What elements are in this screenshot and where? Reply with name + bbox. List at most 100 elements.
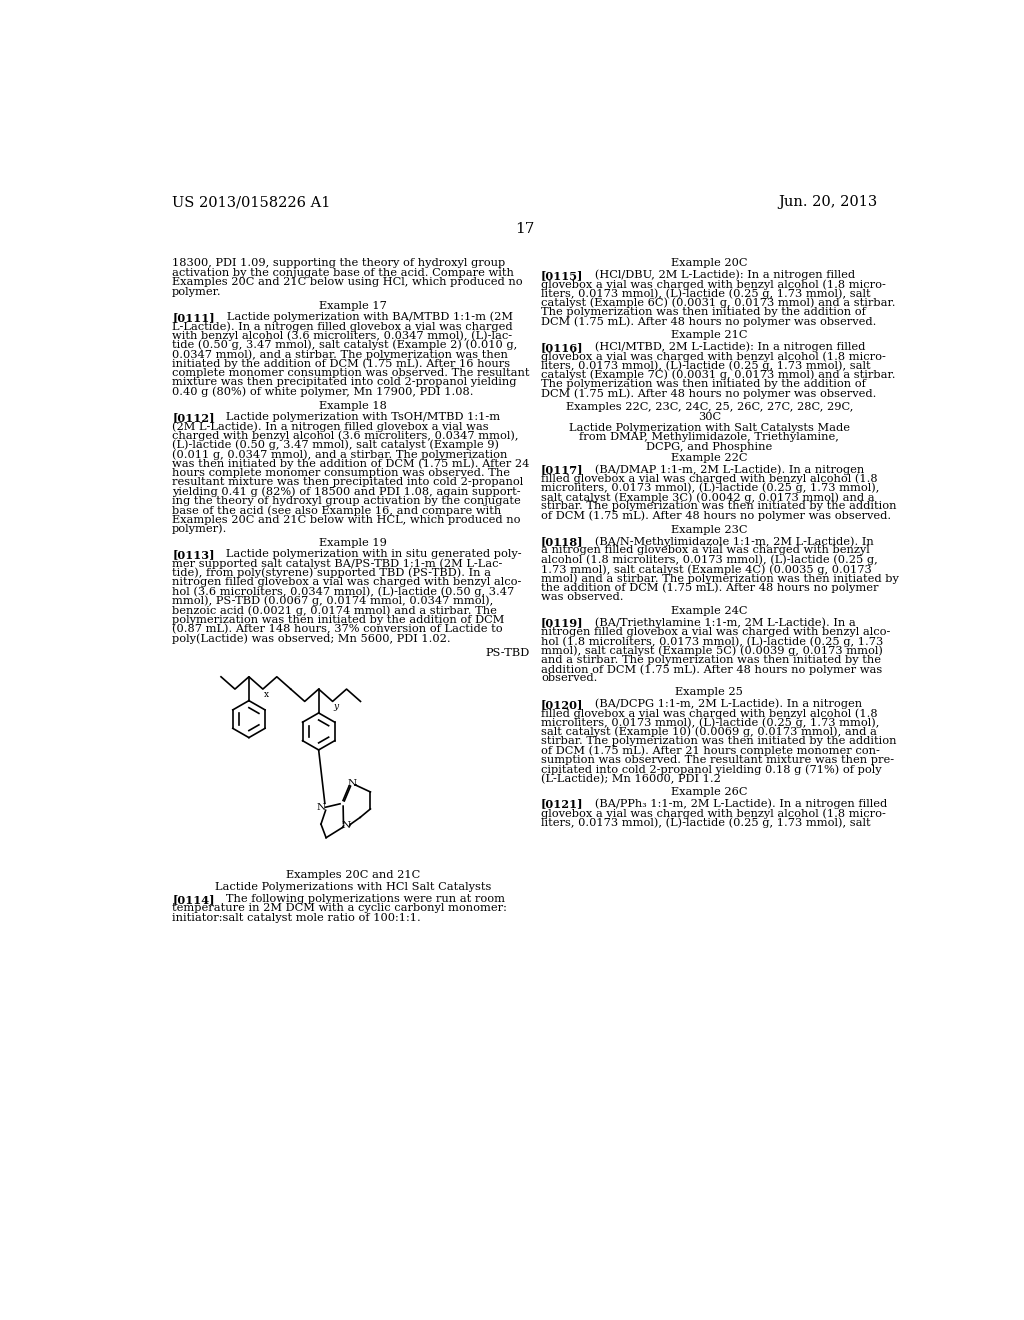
Text: (BA/Triethylamine 1:1-m, 2M L-Lactide). In a: (BA/Triethylamine 1:1-m, 2M L-Lactide). … bbox=[585, 618, 856, 628]
Text: DCPG, and Phosphine: DCPG, and Phosphine bbox=[646, 442, 772, 451]
Text: N: N bbox=[342, 821, 351, 830]
Text: benzoic acid (0.0021 g, 0.0174 mmol) and a stirbar. The: benzoic acid (0.0021 g, 0.0174 mmol) and… bbox=[172, 605, 497, 615]
Text: Example 18: Example 18 bbox=[318, 400, 387, 411]
Text: polymer.: polymer. bbox=[172, 286, 222, 297]
Text: The polymerization was then initiated by the addition of: The polymerization was then initiated by… bbox=[541, 379, 866, 389]
Text: microliters, 0.0173 mmol), (L)-lactide (0.25 g, 1.73 mmol),: microliters, 0.0173 mmol), (L)-lactide (… bbox=[541, 717, 880, 727]
Text: 17: 17 bbox=[515, 222, 535, 235]
Text: the addition of DCM (1.75 mL). After 48 hours no polymer: the addition of DCM (1.75 mL). After 48 … bbox=[541, 582, 879, 593]
Text: (HCl/MTBD, 2M L-Lactide): In a nitrogen filled: (HCl/MTBD, 2M L-Lactide): In a nitrogen … bbox=[585, 342, 865, 352]
Text: Example 24C: Example 24C bbox=[671, 606, 748, 616]
Text: (L-Lactide); Mn 16000, PDI 1.2: (L-Lactide); Mn 16000, PDI 1.2 bbox=[541, 774, 721, 784]
Text: (BA/DMAP 1:1-m, 2M L-Lactide). In a nitrogen: (BA/DMAP 1:1-m, 2M L-Lactide). In a nitr… bbox=[585, 465, 864, 475]
Text: [0114]: [0114] bbox=[172, 894, 215, 906]
Text: mmol), PS-TBD (0.0067 g, 0.0174 mmol, 0.0347 mmol),: mmol), PS-TBD (0.0067 g, 0.0174 mmol, 0.… bbox=[172, 595, 494, 606]
Text: [0116]: [0116] bbox=[541, 342, 584, 352]
Text: Lactide polymerization with BA/MTBD 1:1-m (2M: Lactide polymerization with BA/MTBD 1:1-… bbox=[216, 312, 513, 322]
Text: (L)-lactide (0.50 g, 3.47 mmol), salt catalyst (Example 9): (L)-lactide (0.50 g, 3.47 mmol), salt ca… bbox=[172, 440, 499, 450]
Text: [0118]: [0118] bbox=[541, 536, 584, 546]
Text: Examples 20C and 21C below with HCL, which produced no: Examples 20C and 21C below with HCL, whi… bbox=[172, 515, 520, 524]
Text: initiator:salt catalyst mole ratio of 100:1:1.: initiator:salt catalyst mole ratio of 10… bbox=[172, 912, 421, 923]
Text: sumption was observed. The resultant mixture was then pre-: sumption was observed. The resultant mix… bbox=[541, 755, 894, 764]
Text: liters, 0.0173 mmol), (L)-lactide (0.25 g, 1.73 mmol), salt: liters, 0.0173 mmol), (L)-lactide (0.25 … bbox=[541, 288, 870, 298]
Text: glovebox a vial was charged with benzyl alcohol (1.8 micro-: glovebox a vial was charged with benzyl … bbox=[541, 808, 886, 818]
Text: alcohol (1.8 microliters, 0.0173 mmol), (L)-lactide (0.25 g,: alcohol (1.8 microliters, 0.0173 mmol), … bbox=[541, 554, 878, 565]
Text: Example 17: Example 17 bbox=[318, 301, 387, 310]
Text: liters, 0.0173 mmol), (L)-lactide (0.25 g, 1.73 mmol), salt: liters, 0.0173 mmol), (L)-lactide (0.25 … bbox=[541, 360, 870, 371]
Text: polymer).: polymer). bbox=[172, 524, 227, 535]
Text: filled glovebox a vial was charged with benzyl alcohol (1.8: filled glovebox a vial was charged with … bbox=[541, 474, 878, 484]
Text: activation by the conjugate base of the acid. Compare with: activation by the conjugate base of the … bbox=[172, 268, 514, 277]
Text: [0120]: [0120] bbox=[541, 698, 584, 710]
Text: from DMAP, Methylimidazole, Triethylamine,: from DMAP, Methylimidazole, Triethylamin… bbox=[580, 433, 840, 442]
Text: (0.011 g, 0.0347 mmol), and a stirbar. The polymerization: (0.011 g, 0.0347 mmol), and a stirbar. T… bbox=[172, 449, 508, 459]
Text: Lactide Polymerizations with HCl Salt Catalysts: Lactide Polymerizations with HCl Salt Ca… bbox=[215, 882, 490, 892]
Text: [0111]: [0111] bbox=[172, 312, 215, 323]
Text: (BA/PPh₃ 1:1-m, 2M L-Lactide). In a nitrogen filled: (BA/PPh₃ 1:1-m, 2M L-Lactide). In a nitr… bbox=[585, 799, 888, 809]
Text: of DCM (1.75 mL). After 48 hours no polymer was observed.: of DCM (1.75 mL). After 48 hours no poly… bbox=[541, 511, 891, 521]
Text: liters, 0.0173 mmol), (L)-lactide (0.25 g, 1.73 mmol), salt: liters, 0.0173 mmol), (L)-lactide (0.25 … bbox=[541, 817, 870, 828]
Text: Examples 22C, 23C, 24C, 25, 26C, 27C, 28C, 29C,: Examples 22C, 23C, 24C, 25, 26C, 27C, 28… bbox=[565, 403, 853, 412]
Text: addition of DCM (1.75 mL). After 48 hours no polymer was: addition of DCM (1.75 mL). After 48 hour… bbox=[541, 664, 883, 675]
Text: polymerization was then initiated by the addition of DCM: polymerization was then initiated by the… bbox=[172, 615, 505, 624]
Text: Jun. 20, 2013: Jun. 20, 2013 bbox=[778, 195, 878, 210]
Text: tide), from poly(styrene) supported TBD (PS-TBD). In a: tide), from poly(styrene) supported TBD … bbox=[172, 568, 492, 578]
Text: (HCl/DBU, 2M L-Lactide): In a nitrogen filled: (HCl/DBU, 2M L-Lactide): In a nitrogen f… bbox=[585, 269, 855, 280]
Text: base of the acid (see also Example 16, and compare with: base of the acid (see also Example 16, a… bbox=[172, 506, 502, 516]
Text: L-Lactide). In a nitrogen filled glovebox a vial was charged: L-Lactide). In a nitrogen filled glovebo… bbox=[172, 321, 513, 331]
Text: temperature in 2M DCM with a cyclic carbonyl monomer:: temperature in 2M DCM with a cyclic carb… bbox=[172, 903, 507, 913]
Text: complete monomer consumption was observed. The resultant: complete monomer consumption was observe… bbox=[172, 368, 529, 378]
Text: Lactide polymerization with in situ generated poly-: Lactide polymerization with in situ gene… bbox=[215, 549, 522, 560]
Text: nitrogen filled glovebox a vial was charged with benzyl alco-: nitrogen filled glovebox a vial was char… bbox=[172, 577, 521, 587]
Text: Example 23C: Example 23C bbox=[671, 525, 748, 535]
Text: Examples 20C and 21C: Examples 20C and 21C bbox=[286, 870, 420, 879]
Text: y: y bbox=[334, 702, 339, 711]
Text: catalyst (Example 7C) (0.0031 g, 0.0173 mmol) and a stirbar.: catalyst (Example 7C) (0.0031 g, 0.0173 … bbox=[541, 370, 896, 380]
Text: hol (3.6 microliters, 0.0347 mmol), (L)-lactide (0.50 g, 3.47: hol (3.6 microliters, 0.0347 mmol), (L)-… bbox=[172, 586, 514, 597]
Text: stirbar. The polymerization was then initiated by the addition: stirbar. The polymerization was then ini… bbox=[541, 502, 897, 511]
Text: N: N bbox=[316, 803, 326, 812]
Text: glovebox a vial was charged with benzyl alcohol (1.8 micro-: glovebox a vial was charged with benzyl … bbox=[541, 279, 886, 289]
Text: Lactide polymerization with TsOH/MTBD 1:1-m: Lactide polymerization with TsOH/MTBD 1:… bbox=[215, 412, 501, 422]
Text: was then initiated by the addition of DCM (1.75 mL). After 24: was then initiated by the addition of DC… bbox=[172, 458, 529, 469]
Text: salt catalyst (Example 10) (0.0069 g, 0.0173 mmol), and a: salt catalyst (Example 10) (0.0069 g, 0.… bbox=[541, 727, 877, 738]
Text: salt catalyst (Example 3C) (0.0042 g, 0.0173 mmol) and a: salt catalyst (Example 3C) (0.0042 g, 0.… bbox=[541, 492, 874, 503]
Text: (0.87 mL). After 148 hours, 37% conversion of Lactide to: (0.87 mL). After 148 hours, 37% conversi… bbox=[172, 624, 503, 634]
Text: (BA/N-Methylimidazole 1:1-m, 2M L-Lactide). In: (BA/N-Methylimidazole 1:1-m, 2M L-Lactid… bbox=[585, 536, 874, 546]
Text: ing the theory of hydroxyl group activation by the conjugate: ing the theory of hydroxyl group activat… bbox=[172, 496, 521, 506]
Text: microliters, 0.0173 mmol), (L)-lactide (0.25 g, 1.73 mmol),: microliters, 0.0173 mmol), (L)-lactide (… bbox=[541, 483, 880, 494]
Text: US 2013/0158226 A1: US 2013/0158226 A1 bbox=[172, 195, 331, 210]
Text: with benzyl alcohol (3.6 microliters, 0.0347 mmol), (L)-lac-: with benzyl alcohol (3.6 microliters, 0.… bbox=[172, 330, 512, 341]
Text: hol (1.8 microliters, 0.0173 mmol), (L)-lactide (0.25 g, 1.73: hol (1.8 microliters, 0.0173 mmol), (L)-… bbox=[541, 636, 884, 647]
Text: charged with benzyl alcohol (3.6 microliters, 0.0347 mmol),: charged with benzyl alcohol (3.6 microli… bbox=[172, 430, 519, 441]
Text: The polymerization was then initiated by the addition of: The polymerization was then initiated by… bbox=[541, 308, 866, 317]
Text: PS-TBD: PS-TBD bbox=[485, 648, 529, 659]
Text: observed.: observed. bbox=[541, 673, 597, 684]
Text: [0115]: [0115] bbox=[541, 269, 584, 281]
Text: The following polymerizations were run at room: The following polymerizations were run a… bbox=[215, 894, 506, 904]
Text: Example 22C: Example 22C bbox=[671, 453, 748, 463]
Text: [0121]: [0121] bbox=[541, 799, 584, 809]
Text: hours complete monomer consumption was observed. The: hours complete monomer consumption was o… bbox=[172, 467, 510, 478]
Text: N: N bbox=[347, 779, 356, 788]
Text: nitrogen filled glovebox a vial was charged with benzyl alco-: nitrogen filled glovebox a vial was char… bbox=[541, 627, 891, 636]
Text: x: x bbox=[263, 690, 268, 698]
Text: DCM (1.75 mL). After 48 hours no polymer was observed.: DCM (1.75 mL). After 48 hours no polymer… bbox=[541, 317, 877, 327]
Text: tide (0.50 g, 3.47 mmol), salt catalyst (Example 2) (0.010 g,: tide (0.50 g, 3.47 mmol), salt catalyst … bbox=[172, 339, 517, 350]
Text: initiated by the addition of DCM (1.75 mL). After 16 hours: initiated by the addition of DCM (1.75 m… bbox=[172, 359, 510, 370]
Text: glovebox a vial was charged with benzyl alcohol (1.8 micro-: glovebox a vial was charged with benzyl … bbox=[541, 351, 886, 362]
Text: Examples 20C and 21C below using HCl, which produced no: Examples 20C and 21C below using HCl, wh… bbox=[172, 277, 523, 288]
Text: Example 21C: Example 21C bbox=[671, 330, 748, 341]
Text: catalyst (Example 6C) (0.0031 g, 0.0173 mmol) and a stirbar.: catalyst (Example 6C) (0.0031 g, 0.0173 … bbox=[541, 298, 896, 309]
Text: 0.0347 mmol), and a stirbar. The polymerization was then: 0.0347 mmol), and a stirbar. The polymer… bbox=[172, 350, 508, 360]
Text: [0117]: [0117] bbox=[541, 465, 584, 475]
Text: of DCM (1.75 mL). After 21 hours complete monomer con-: of DCM (1.75 mL). After 21 hours complet… bbox=[541, 746, 880, 756]
Text: and a stirbar. The polymerization was then initiated by the: and a stirbar. The polymerization was th… bbox=[541, 655, 881, 665]
Text: [0113]: [0113] bbox=[172, 549, 215, 560]
Text: mmol) and a stirbar. The polymerization was then initiated by: mmol) and a stirbar. The polymerization … bbox=[541, 573, 899, 583]
Text: Example 26C: Example 26C bbox=[671, 788, 748, 797]
Text: DCM (1.75 mL). After 48 hours no polymer was observed.: DCM (1.75 mL). After 48 hours no polymer… bbox=[541, 388, 877, 399]
Text: mer supported salt catalyst BA/PS-TBD 1:1-m (2M L-Lac-: mer supported salt catalyst BA/PS-TBD 1:… bbox=[172, 558, 503, 569]
Text: [0112]: [0112] bbox=[172, 412, 215, 422]
Text: a nitrogen filled glovebox a vial was charged with benzyl: a nitrogen filled glovebox a vial was ch… bbox=[541, 545, 869, 556]
